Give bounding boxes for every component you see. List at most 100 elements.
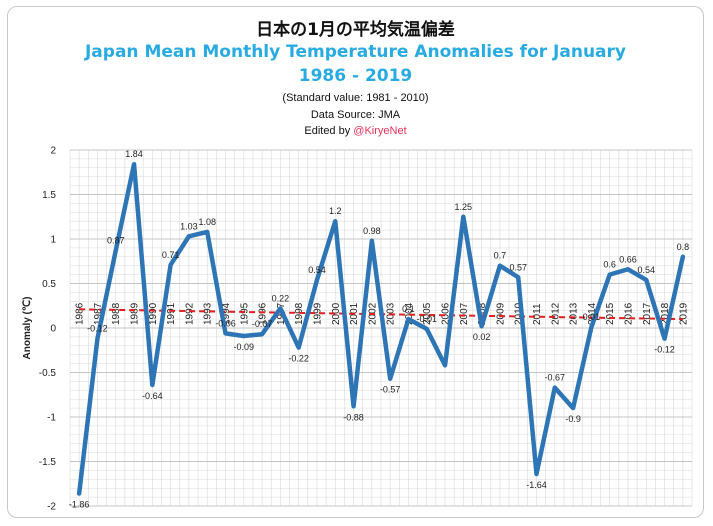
x-tick-label: 2000 [331,302,342,325]
data-point [150,383,154,387]
x-tick-label: 2018 [660,302,671,325]
x-tick-label: 2006 [441,302,452,325]
y-axis-label: Anomaly (℃) [22,297,33,360]
y-tick-label: -0.5 [39,368,57,379]
data-label: 0.57 [509,262,527,272]
data-label: -0.22 [288,354,309,364]
data-source-note: Data Source: JMA [310,109,401,121]
chart-title-en: Japan Mean Monthly Temperature Anomalies… [84,42,626,62]
data-point [498,264,502,268]
data-point [114,249,118,253]
x-tick-label: 1995 [239,302,250,325]
x-tick-label: 2013 [569,302,580,325]
data-point [132,162,136,166]
data-label: -0.64 [142,391,163,401]
data-point [443,363,447,367]
data-point [333,219,337,223]
data-point [608,273,612,277]
data-point [260,332,264,336]
data-point [626,267,630,271]
data-point [571,406,575,410]
data-label: 0.22 [272,293,290,303]
data-point [589,325,593,329]
data-label: -1.86 [69,500,90,510]
edited-by-handle: @KiryeNet [353,125,407,137]
x-tick-label: 1993 [203,302,214,325]
data-label: 0.87 [107,236,125,246]
edited-by-prefix: Edited by [304,125,354,137]
y-tick-label: -1 [47,413,56,424]
x-tick-label: 2015 [605,302,616,325]
data-label: -0.88 [343,412,364,422]
chart-title-years: 1986 - 2019 [298,66,413,86]
y-tick-label: 0.5 [42,279,56,290]
data-point [388,377,392,381]
data-label: -0.12 [87,324,108,334]
data-label: 0.54 [637,265,655,275]
x-tick-label: 2009 [495,302,506,325]
data-label: 0.71 [162,250,180,260]
data-label: 0.01 [583,312,601,322]
data-label: -0.9 [565,414,581,424]
data-label: 1.84 [125,149,143,159]
x-tick-label: 1990 [148,302,159,325]
x-tick-label: 1996 [258,302,269,325]
data-point [224,331,227,335]
x-tick-label: 2005 [422,302,433,325]
x-tick-label: 2007 [459,302,470,325]
data-label: -0.67 [545,373,566,383]
data-label: 0.54 [308,265,326,275]
data-label: 1.08 [198,217,216,227]
x-tick-label: 2014 [587,302,598,325]
data-point [95,337,99,341]
x-tick-label: 2017 [642,302,653,325]
edited-by-note: Edited by @KiryeNet [8,125,703,137]
data-label: -0.06 [215,318,236,328]
x-tick-label: 1987 [93,302,104,325]
y-tick-label: 2 [50,146,56,157]
x-tick-label: 2019 [678,302,689,325]
data-label: 0.98 [363,226,381,236]
x-tick-label: 2016 [623,302,634,325]
data-label: 0.1 [402,304,415,314]
data-label: 1.2 [329,206,342,216]
data-point [205,230,209,234]
data-label: -0.09 [234,342,255,352]
chart-title-jp: 日本の1月の平均気温偏差 [256,20,455,40]
x-tick-label: 1992 [184,302,195,325]
x-tick-label: 1989 [130,302,141,325]
x-tick-label: 2012 [550,302,561,325]
data-point [315,278,319,282]
y-tick-label: 1.5 [42,190,56,201]
data-point [535,472,538,476]
data-label: -0.57 [380,385,401,395]
data-point [644,278,648,282]
data-point [352,404,356,408]
data-point [297,346,301,350]
data-label: -0.12 [654,345,675,355]
x-tick-label: 1988 [111,302,122,325]
data-label: 0.02 [473,332,491,342]
y-tick-label: -1.5 [39,457,57,468]
data-label: 0.7 [494,251,507,261]
y-tick-label: 1 [50,235,56,246]
data-label: 1.03 [180,221,198,231]
data-point [187,234,191,238]
data-point [461,215,465,219]
data-point [553,386,557,390]
x-tick-label: 1994 [221,302,232,325]
data-point [425,327,429,331]
data-point [77,492,81,496]
x-tick-label: 1986 [75,302,86,325]
chart-frame: 日本の1月の平均気温偏差 Japan Mean Monthly Temperat… [7,6,704,518]
x-tick-label: 2008 [477,302,488,325]
data-label: 0.8 [677,242,690,252]
data-label: -0.01 [416,314,437,324]
data-label: 1.25 [455,202,473,212]
data-label: 0.66 [619,254,637,264]
x-tick-label: 1991 [166,302,177,325]
data-point [278,306,282,310]
series-line [76,161,686,496]
data-point [169,263,173,267]
